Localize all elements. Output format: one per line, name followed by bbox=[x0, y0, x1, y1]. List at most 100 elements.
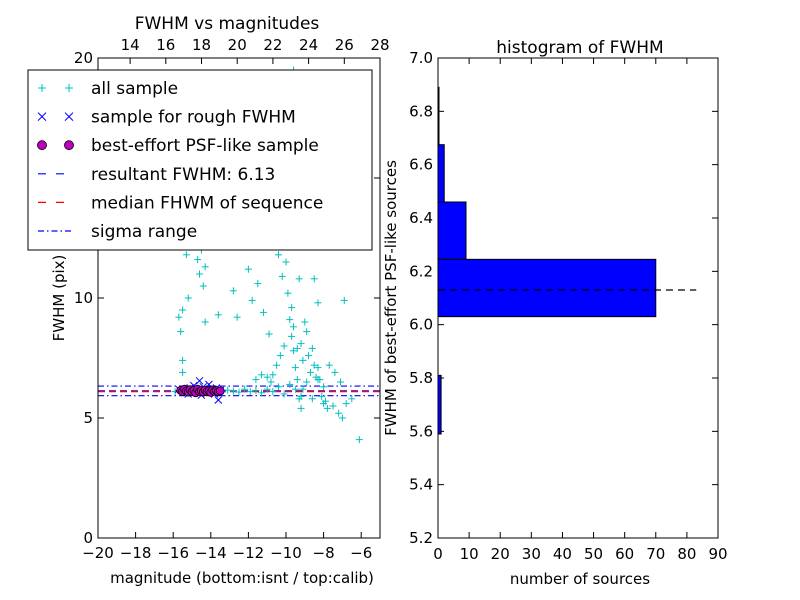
data-point bbox=[182, 251, 190, 259]
data-point bbox=[215, 386, 225, 396]
y-tick-label: 5.2 bbox=[409, 529, 433, 547]
legend-label: best-effort PSF-like sample bbox=[91, 136, 319, 156]
data-point bbox=[233, 313, 241, 321]
data-point bbox=[280, 342, 288, 350]
x-tick-label: 30 bbox=[522, 545, 541, 563]
data-point bbox=[297, 404, 305, 412]
data-point bbox=[306, 368, 314, 376]
data-point bbox=[310, 275, 318, 283]
x-tick-label: 70 bbox=[646, 545, 665, 563]
data-point bbox=[274, 383, 282, 391]
data-point bbox=[265, 330, 273, 338]
legend-marker bbox=[38, 84, 46, 92]
x-tick-label: 80 bbox=[677, 545, 696, 563]
data-point bbox=[175, 313, 183, 321]
data-point bbox=[241, 385, 249, 393]
data-point bbox=[201, 263, 209, 271]
left-plot-frame bbox=[97, 57, 381, 539]
data-point bbox=[259, 308, 267, 316]
left-x-axis-label: magnitude (bottom:isnt / top:calib) bbox=[110, 569, 374, 587]
data-point bbox=[314, 364, 322, 372]
right-chart: 0 10 20 30 40 50 60 70 80 90 5.2 5.4 5.6 5.8 6.0 6.2 6.… bbox=[382, 38, 728, 588]
y-tick-label: 5.6 bbox=[409, 422, 433, 440]
data-point bbox=[214, 311, 222, 319]
x-tick-label: −14 bbox=[195, 544, 227, 562]
data-point bbox=[299, 356, 307, 364]
top-tick-label: 28 bbox=[370, 36, 389, 54]
data-point bbox=[179, 356, 187, 364]
left-reference-lines bbox=[98, 385, 380, 397]
series-plus bbox=[171, 66, 363, 444]
x-tick-label: −6 bbox=[350, 544, 372, 562]
data-point bbox=[308, 395, 316, 403]
data-point bbox=[244, 265, 252, 273]
x-tick-label: −16 bbox=[157, 544, 189, 562]
data-point bbox=[214, 396, 223, 404]
data-point bbox=[201, 318, 209, 326]
data-point bbox=[269, 388, 277, 396]
data-point bbox=[329, 402, 337, 410]
legend-marker-b bbox=[64, 112, 74, 121]
data-point bbox=[340, 296, 348, 304]
data-point bbox=[196, 270, 204, 278]
data-point bbox=[278, 272, 286, 280]
legend-label: sigma range bbox=[91, 222, 197, 242]
y-tick-label: 20 bbox=[74, 49, 93, 67]
data-point bbox=[355, 436, 363, 444]
top-tick-label: 24 bbox=[299, 36, 318, 54]
top-tick-label: 16 bbox=[156, 36, 175, 54]
legend-marker bbox=[37, 112, 47, 121]
top-tick-label: 22 bbox=[263, 36, 282, 54]
data-point bbox=[179, 306, 187, 314]
legend-entry: median FHWM of sequence bbox=[38, 193, 323, 213]
data-point bbox=[299, 385, 307, 393]
data-point bbox=[248, 296, 256, 304]
legend: all sample sample for rough FWHM best-effo… bbox=[27, 69, 373, 251]
data-point bbox=[291, 364, 299, 372]
x-tick-label: 40 bbox=[553, 545, 572, 563]
data-point bbox=[310, 361, 318, 369]
right-y-axis-label: FWHM of best-effort PSF-like sources bbox=[382, 160, 400, 436]
data-point bbox=[293, 376, 301, 384]
y-tick-label: 6.8 bbox=[409, 102, 433, 120]
data-point bbox=[276, 352, 284, 360]
data-point-b bbox=[195, 376, 204, 385]
data-point bbox=[194, 256, 202, 264]
data-point bbox=[280, 390, 288, 398]
data-point-b bbox=[214, 396, 223, 404]
x-tick-label: −20 bbox=[82, 544, 114, 562]
data-point bbox=[184, 294, 192, 302]
x-tick-label: −8 bbox=[313, 544, 335, 562]
left-data-points bbox=[171, 66, 363, 444]
data-point bbox=[337, 378, 345, 386]
data-point bbox=[199, 282, 207, 290]
y-tick-label: 5 bbox=[83, 409, 93, 427]
right-chart-title: histogram of FWHM bbox=[496, 38, 663, 58]
x-tick-label: −18 bbox=[120, 544, 152, 562]
right-x-tick-labels: 0 10 20 30 40 50 60 70 80 90 bbox=[433, 545, 727, 563]
data-point bbox=[303, 378, 311, 386]
legend-entry: best-effort PSF-like sample bbox=[37, 136, 319, 156]
x-tick-label: 50 bbox=[584, 545, 603, 563]
legend-label: median FHWM of sequence bbox=[91, 193, 323, 213]
data-point bbox=[295, 275, 303, 283]
top-tick-label: 26 bbox=[335, 36, 354, 54]
data-point bbox=[318, 392, 326, 400]
data-point bbox=[316, 376, 324, 384]
data-point bbox=[301, 318, 309, 326]
data-point bbox=[177, 328, 185, 336]
data-point bbox=[235, 388, 243, 396]
data-point bbox=[297, 340, 305, 348]
right-plot-frame bbox=[437, 57, 719, 539]
y-tick-label: 5.8 bbox=[409, 369, 433, 387]
data-point bbox=[246, 388, 254, 396]
legend-label: all sample bbox=[91, 79, 178, 99]
legend-marker-b bbox=[37, 112, 47, 121]
data-point bbox=[179, 368, 187, 376]
data-point bbox=[335, 409, 343, 417]
x-tick-label: 90 bbox=[708, 545, 727, 563]
legend-entries: all sample sample for rough FWHM best-effo… bbox=[37, 79, 323, 242]
y-tick-label: 6.0 bbox=[409, 316, 433, 334]
data-point bbox=[331, 368, 339, 376]
